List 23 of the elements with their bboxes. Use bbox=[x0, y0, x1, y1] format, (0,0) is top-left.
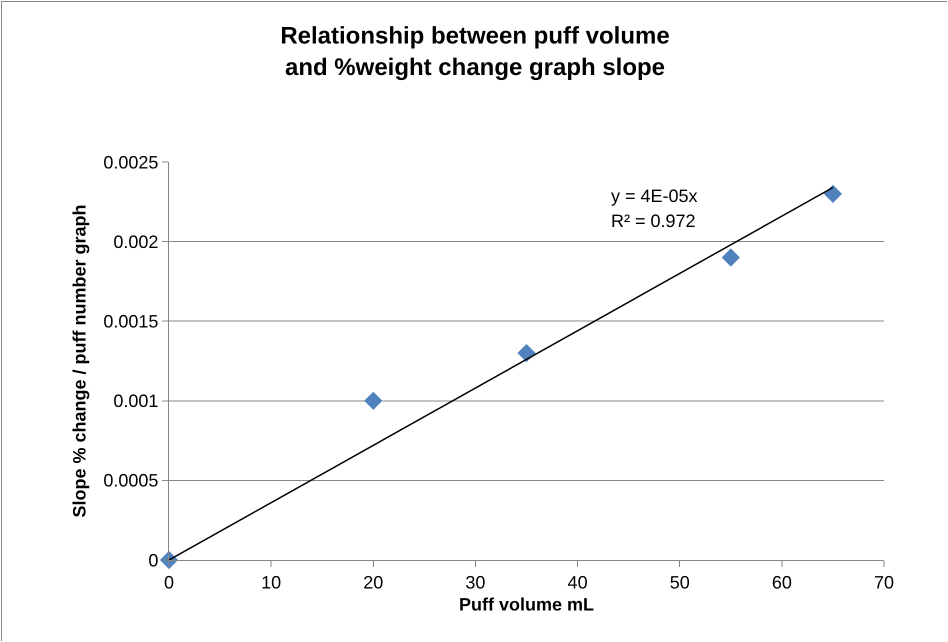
x-axis-title: Puff volume mL bbox=[458, 594, 594, 615]
annotation: y = 4E-05x bbox=[611, 186, 698, 206]
x-tick-label: 40 bbox=[568, 572, 588, 593]
x-tick-label: 30 bbox=[465, 572, 486, 593]
x-tick-label: 10 bbox=[261, 572, 282, 593]
chart-title: Relationship between puff volume and %weight change graph slope bbox=[280, 22, 670, 81]
x-tick-label: 60 bbox=[772, 572, 792, 593]
x-tick-label: 70 bbox=[874, 572, 894, 593]
y-tick-label: 0.0025 bbox=[103, 152, 158, 172]
point bbox=[824, 184, 842, 203]
y-tick-label: 0.002 bbox=[113, 232, 158, 252]
x-tick-label: 20 bbox=[363, 572, 384, 593]
point bbox=[722, 248, 740, 267]
y-axis-title: Slope % change / puff number graph bbox=[70, 204, 90, 518]
point bbox=[364, 392, 382, 410]
y-tick-label: 0.001 bbox=[113, 391, 158, 412]
x-tick-label: 0 bbox=[164, 572, 174, 593]
y-tick-label: 0.0015 bbox=[103, 312, 158, 332]
point bbox=[517, 344, 536, 362]
annotation: R² = 0.972 bbox=[611, 211, 696, 231]
x-tick-label: 50 bbox=[670, 572, 690, 593]
y-tick-label: 0 bbox=[148, 550, 158, 570]
y-tick-label: 0.0005 bbox=[103, 470, 158, 491]
